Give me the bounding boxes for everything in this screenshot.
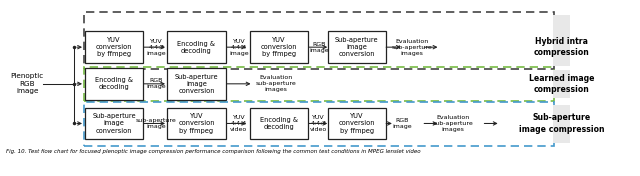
Text: Sub-aperture
image
conversion: Sub-aperture image conversion	[92, 113, 136, 134]
FancyBboxPatch shape	[85, 108, 143, 139]
Text: Fig. 10. Test flow chart for focused plenoptic image compression performance com: Fig. 10. Test flow chart for focused ple…	[6, 149, 421, 154]
Text: YUV
4:4:4
image: YUV 4:4:4 image	[229, 39, 249, 56]
FancyBboxPatch shape	[85, 68, 143, 100]
Text: Encoding &
decoding: Encoding & decoding	[260, 117, 298, 130]
Text: Evaluation
sub-aperture
images: Evaluation sub-aperture images	[392, 39, 432, 56]
Text: RGB
image: RGB image	[392, 118, 412, 129]
Text: Sub-aperture
image compression: Sub-aperture image compression	[519, 113, 604, 134]
Text: YUV
4:4:4
video: YUV 4:4:4 video	[230, 115, 248, 132]
FancyBboxPatch shape	[553, 15, 570, 66]
FancyBboxPatch shape	[85, 32, 143, 63]
Text: Sub-aperture
image
conversion: Sub-aperture image conversion	[175, 74, 218, 94]
Text: Plenoptic
RGB
image: Plenoptic RGB image	[11, 73, 44, 94]
Text: Evaluation
sub-aperture
images: Evaluation sub-aperture images	[433, 115, 474, 132]
Text: Evaluation
sub-aperture
images: Evaluation sub-aperture images	[255, 75, 296, 92]
FancyBboxPatch shape	[250, 32, 308, 63]
FancyBboxPatch shape	[553, 105, 570, 143]
Text: RGB
image: RGB image	[309, 42, 328, 53]
Text: Encoding &
decoding: Encoding & decoding	[177, 40, 216, 54]
FancyBboxPatch shape	[167, 68, 225, 100]
Text: Encoding &
decoding: Encoding & decoding	[95, 77, 133, 90]
Text: sub-aperture
image: sub-aperture image	[136, 118, 177, 129]
Text: YUV
conversion
by ffmpeg: YUV conversion by ffmpeg	[96, 37, 132, 57]
Text: YUV
4:4:4
video: YUV 4:4:4 video	[310, 115, 327, 132]
FancyBboxPatch shape	[250, 108, 308, 139]
Text: YUV
4:4:4
image: YUV 4:4:4 image	[147, 39, 166, 56]
Text: RGB
image: RGB image	[147, 78, 166, 89]
FancyBboxPatch shape	[328, 32, 386, 63]
FancyBboxPatch shape	[553, 70, 570, 98]
FancyBboxPatch shape	[167, 32, 225, 63]
Text: Sub-aperture
image
conversion: Sub-aperture image conversion	[335, 37, 379, 57]
Text: YUV
conversion
by ffmpeg: YUV conversion by ffmpeg	[178, 113, 214, 134]
Text: Learned image
compression: Learned image compression	[529, 74, 595, 94]
FancyBboxPatch shape	[328, 108, 386, 139]
FancyBboxPatch shape	[167, 108, 225, 139]
Text: YUV
conversion
by ffmpeg: YUV conversion by ffmpeg	[339, 113, 375, 134]
Text: YUV
conversion
by ffmpeg: YUV conversion by ffmpeg	[260, 37, 297, 57]
Text: Hybrid intra
compression: Hybrid intra compression	[534, 37, 589, 57]
